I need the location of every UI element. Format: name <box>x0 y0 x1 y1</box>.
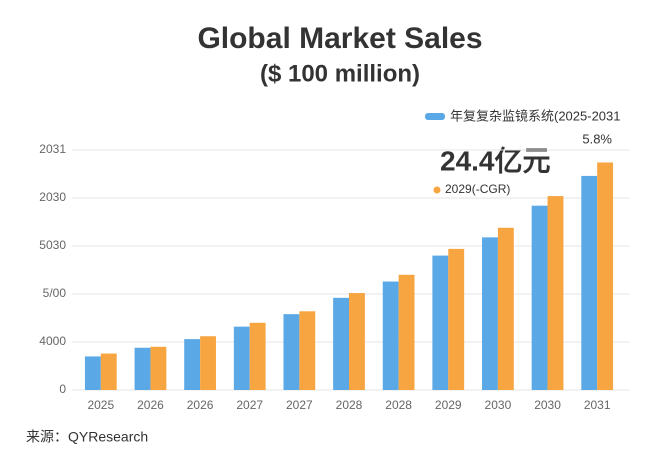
bar <box>547 196 564 390</box>
x-tick-label: 2027 <box>236 398 263 412</box>
bar <box>531 205 548 390</box>
x-tick-label: 2026 <box>187 398 214 412</box>
y-tick-label: 2030 <box>39 190 66 204</box>
bar <box>200 336 216 390</box>
chart-title: Global Market Sales <box>197 22 482 55</box>
y-tick-label: 5/00 <box>43 286 67 300</box>
x-tick-label: 2028 <box>336 398 363 412</box>
bar <box>432 255 449 390</box>
bar <box>382 281 399 390</box>
x-tick-label: 2027 <box>286 398 313 412</box>
bar <box>398 274 415 390</box>
bar <box>448 248 465 390</box>
legend-label: 2029(-CGR) <box>445 182 510 196</box>
y-tick-label: 4000 <box>39 334 66 348</box>
legend-swatch <box>433 186 441 194</box>
annotation: 5.8% <box>582 131 612 146</box>
bar <box>249 322 266 390</box>
bar <box>299 311 316 390</box>
y-tick-label: 5030 <box>39 238 66 252</box>
bar <box>150 346 167 390</box>
bar <box>134 347 151 390</box>
source: 来源：QYResearch <box>26 429 148 445</box>
bar <box>497 227 514 390</box>
y-tick-label: 0 <box>59 382 66 396</box>
x-tick-label: 2030 <box>485 398 512 412</box>
legend-swatch <box>425 113 445 120</box>
bar <box>597 162 614 390</box>
y-tick-label: 2031 <box>39 142 66 156</box>
bar <box>482 237 498 390</box>
x-tick-label: 2026 <box>137 398 164 412</box>
bar <box>100 353 117 390</box>
bar <box>333 297 349 390</box>
x-tick-label: 2031 <box>584 398 611 412</box>
bar <box>581 175 598 390</box>
x-tick-label: 2029 <box>435 398 462 412</box>
legend-label: 年复复杂监镜系统(2025-2031 <box>450 108 621 123</box>
bar <box>184 339 201 390</box>
bar <box>84 356 101 390</box>
bar <box>233 326 250 390</box>
bar <box>349 293 365 390</box>
x-tick-label: 2028 <box>385 398 412 412</box>
x-tick-label: 2030 <box>534 398 561 412</box>
annotation: 24.4亿元 <box>440 145 551 176</box>
x-tick-label: 2025 <box>87 398 114 412</box>
chart-subtitle: ($ 100 million) <box>260 60 420 87</box>
bar <box>283 314 300 390</box>
